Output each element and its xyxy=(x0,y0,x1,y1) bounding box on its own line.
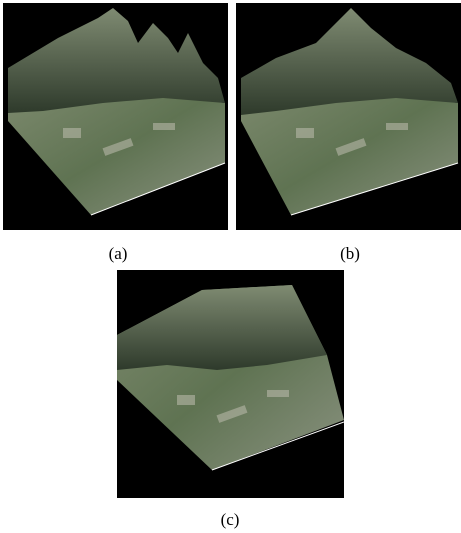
caption: (b) xyxy=(340,244,360,263)
terrain-image-a xyxy=(3,3,228,230)
terrain-image-c xyxy=(117,270,344,498)
caption: (a) xyxy=(108,244,128,263)
caption: (c) xyxy=(220,510,240,529)
terrain-image-b xyxy=(236,3,461,230)
